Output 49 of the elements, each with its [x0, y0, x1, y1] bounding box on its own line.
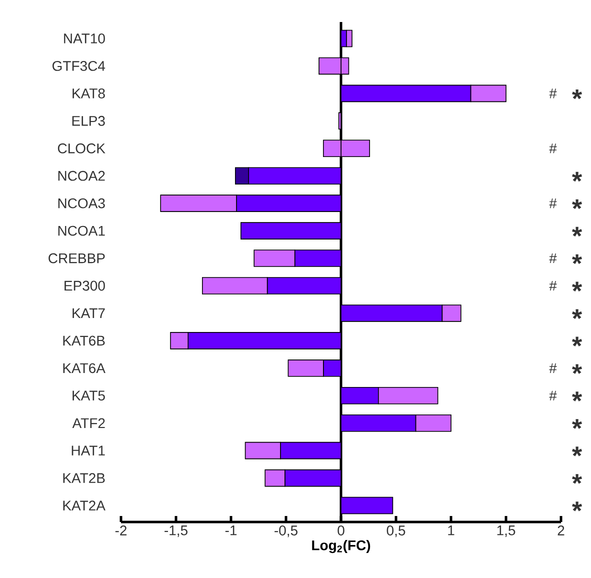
x-tick-label: 1,5: [497, 526, 516, 537]
text: *: [572, 419, 582, 429]
y-tick-label: KAT2B: [63, 473, 105, 483]
y-tick-label: NCOA3: [58, 198, 105, 208]
text: *: [572, 172, 582, 182]
x-tick-label: 2: [558, 526, 564, 536]
x-tick-label: -0,5: [274, 526, 298, 538]
text: *: [572, 89, 582, 100]
y-tick-label: KAT6B: [63, 336, 105, 346]
x-tick-label: 0,5: [386, 526, 406, 538]
text: *: [572, 282, 582, 292]
text: *: [572, 364, 582, 374]
annotation: #: [549, 198, 557, 208]
y-tick-label: KAT2A: [63, 500, 106, 510]
text: *: [572, 254, 582, 264]
annotation: #: [549, 363, 557, 373]
annotation: #: [549, 144, 557, 154]
x-axis-title: Log$_{2}$(FC): [312, 540, 370, 554]
y-tick-label: KAT8: [72, 88, 105, 98]
text: *: [572, 199, 582, 210]
text: *: [572, 336, 582, 346]
text: *: [572, 392, 582, 402]
y-tick-label: CREBBP: [48, 253, 105, 264]
y-tick-label: NCOA2: [58, 170, 105, 181]
text: *: [572, 309, 582, 319]
y-tick-label: NAT10: [64, 34, 105, 44]
x-tick-label: -1: [225, 526, 237, 536]
y-tick-label: EP300: [64, 280, 105, 291]
text: *: [572, 226, 582, 237]
annotation: #: [549, 88, 557, 98]
annotation: #: [549, 253, 557, 264]
y-tick-label: HAT1: [72, 446, 105, 456]
x-tick-label: 1: [448, 526, 454, 536]
y-tick-label: KAT5: [72, 390, 105, 401]
y-tick-label: NCOA1: [58, 226, 105, 236]
x-tick-label: -2: [115, 526, 127, 536]
y-tick-label: ATF2: [72, 418, 105, 428]
annotation: #: [549, 280, 557, 291]
y-tick-label: ELP3: [72, 116, 105, 126]
text: *: [572, 502, 582, 512]
x-tick-label: 0: [338, 526, 344, 536]
annotation: #: [549, 390, 557, 400]
y-tick-label: KAT6A: [63, 363, 106, 374]
x-tick-label: -1,5: [164, 526, 188, 537]
y-tick-label: CLOCK: [58, 143, 106, 154]
y-tick-label: KAT7: [72, 308, 105, 318]
text: *: [572, 446, 582, 456]
text: *: [572, 474, 582, 484]
y-tick-label: GTF3C4: [52, 60, 106, 71]
